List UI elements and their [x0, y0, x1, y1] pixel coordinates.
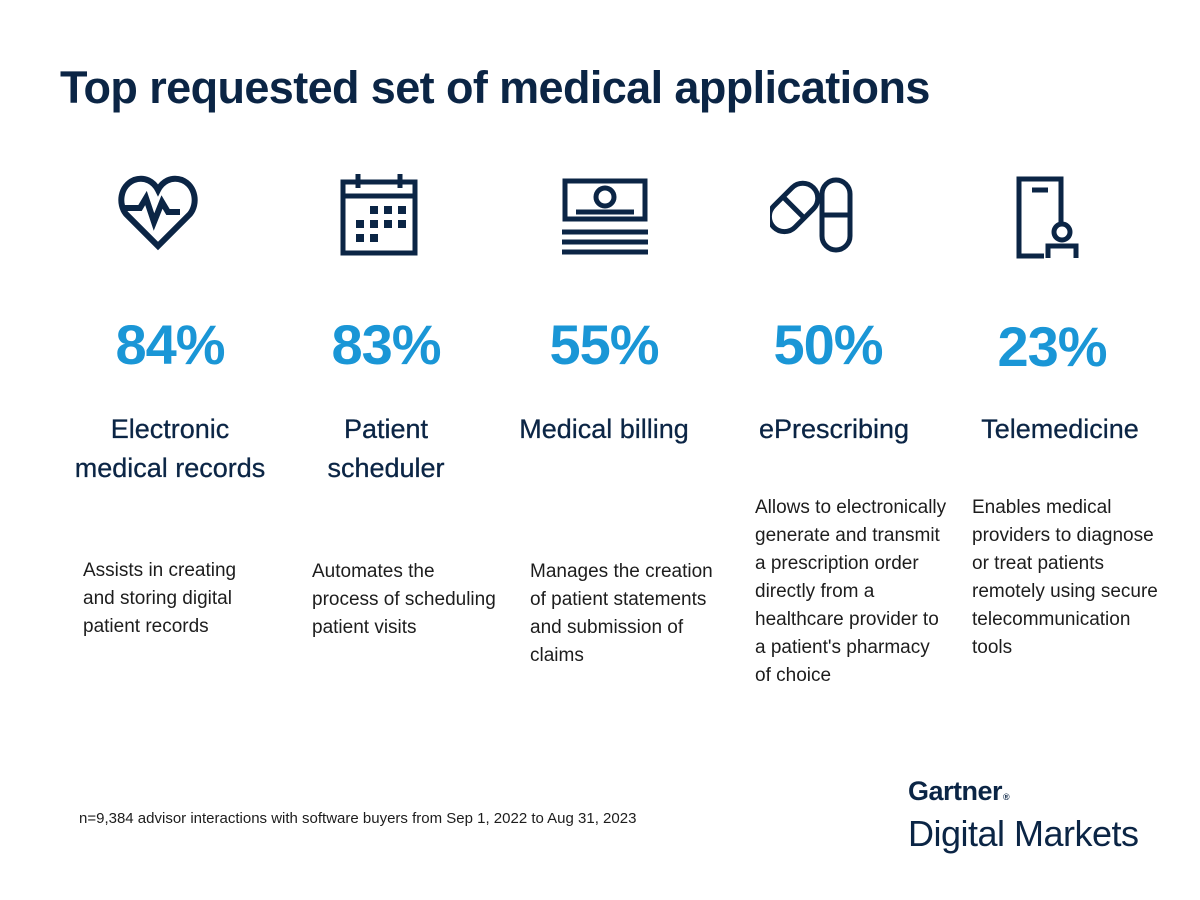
application-name: Patient scheduler — [327, 414, 445, 483]
application-name: Electronic medical records — [74, 414, 266, 483]
application-name: Medical billing — [519, 414, 689, 444]
brand-line2: Digital Markets — [908, 813, 1139, 854]
registered-mark: ® — [1003, 792, 1010, 802]
application-description: Enables medical providers to diagnose or… — [972, 497, 1158, 658]
percent-value: 50% — [773, 313, 883, 376]
calendar-icon — [340, 172, 418, 256]
pills-icon — [770, 176, 854, 254]
brand-logo: Gartner® Digital Markets — [908, 776, 1139, 855]
mobile-doctor-icon — [1016, 176, 1080, 260]
application-name: ePrescribing — [758, 414, 910, 444]
application-name: Telemedicine — [981, 414, 1139, 444]
application-description: Manages the creation of patient statemen… — [530, 561, 713, 666]
percent-value: 23% — [997, 315, 1107, 378]
footnote: n=9,384 advisor interactions with softwa… — [79, 810, 637, 827]
application-description: Allows to electronically generate and tr… — [755, 497, 947, 686]
application-description: Assists in creating and storing digital … — [83, 560, 237, 637]
heart-pulse-icon — [118, 174, 198, 252]
billing-document-icon — [562, 178, 648, 256]
brand-line1: Gartner — [908, 776, 1003, 806]
percent-value: 83% — [331, 313, 441, 376]
percent-value: 84% — [115, 313, 225, 376]
percent-value: 55% — [549, 313, 659, 376]
application-description: Automates the process of scheduling pati… — [312, 561, 496, 638]
page-title: Top requested set of medical application… — [60, 62, 930, 113]
